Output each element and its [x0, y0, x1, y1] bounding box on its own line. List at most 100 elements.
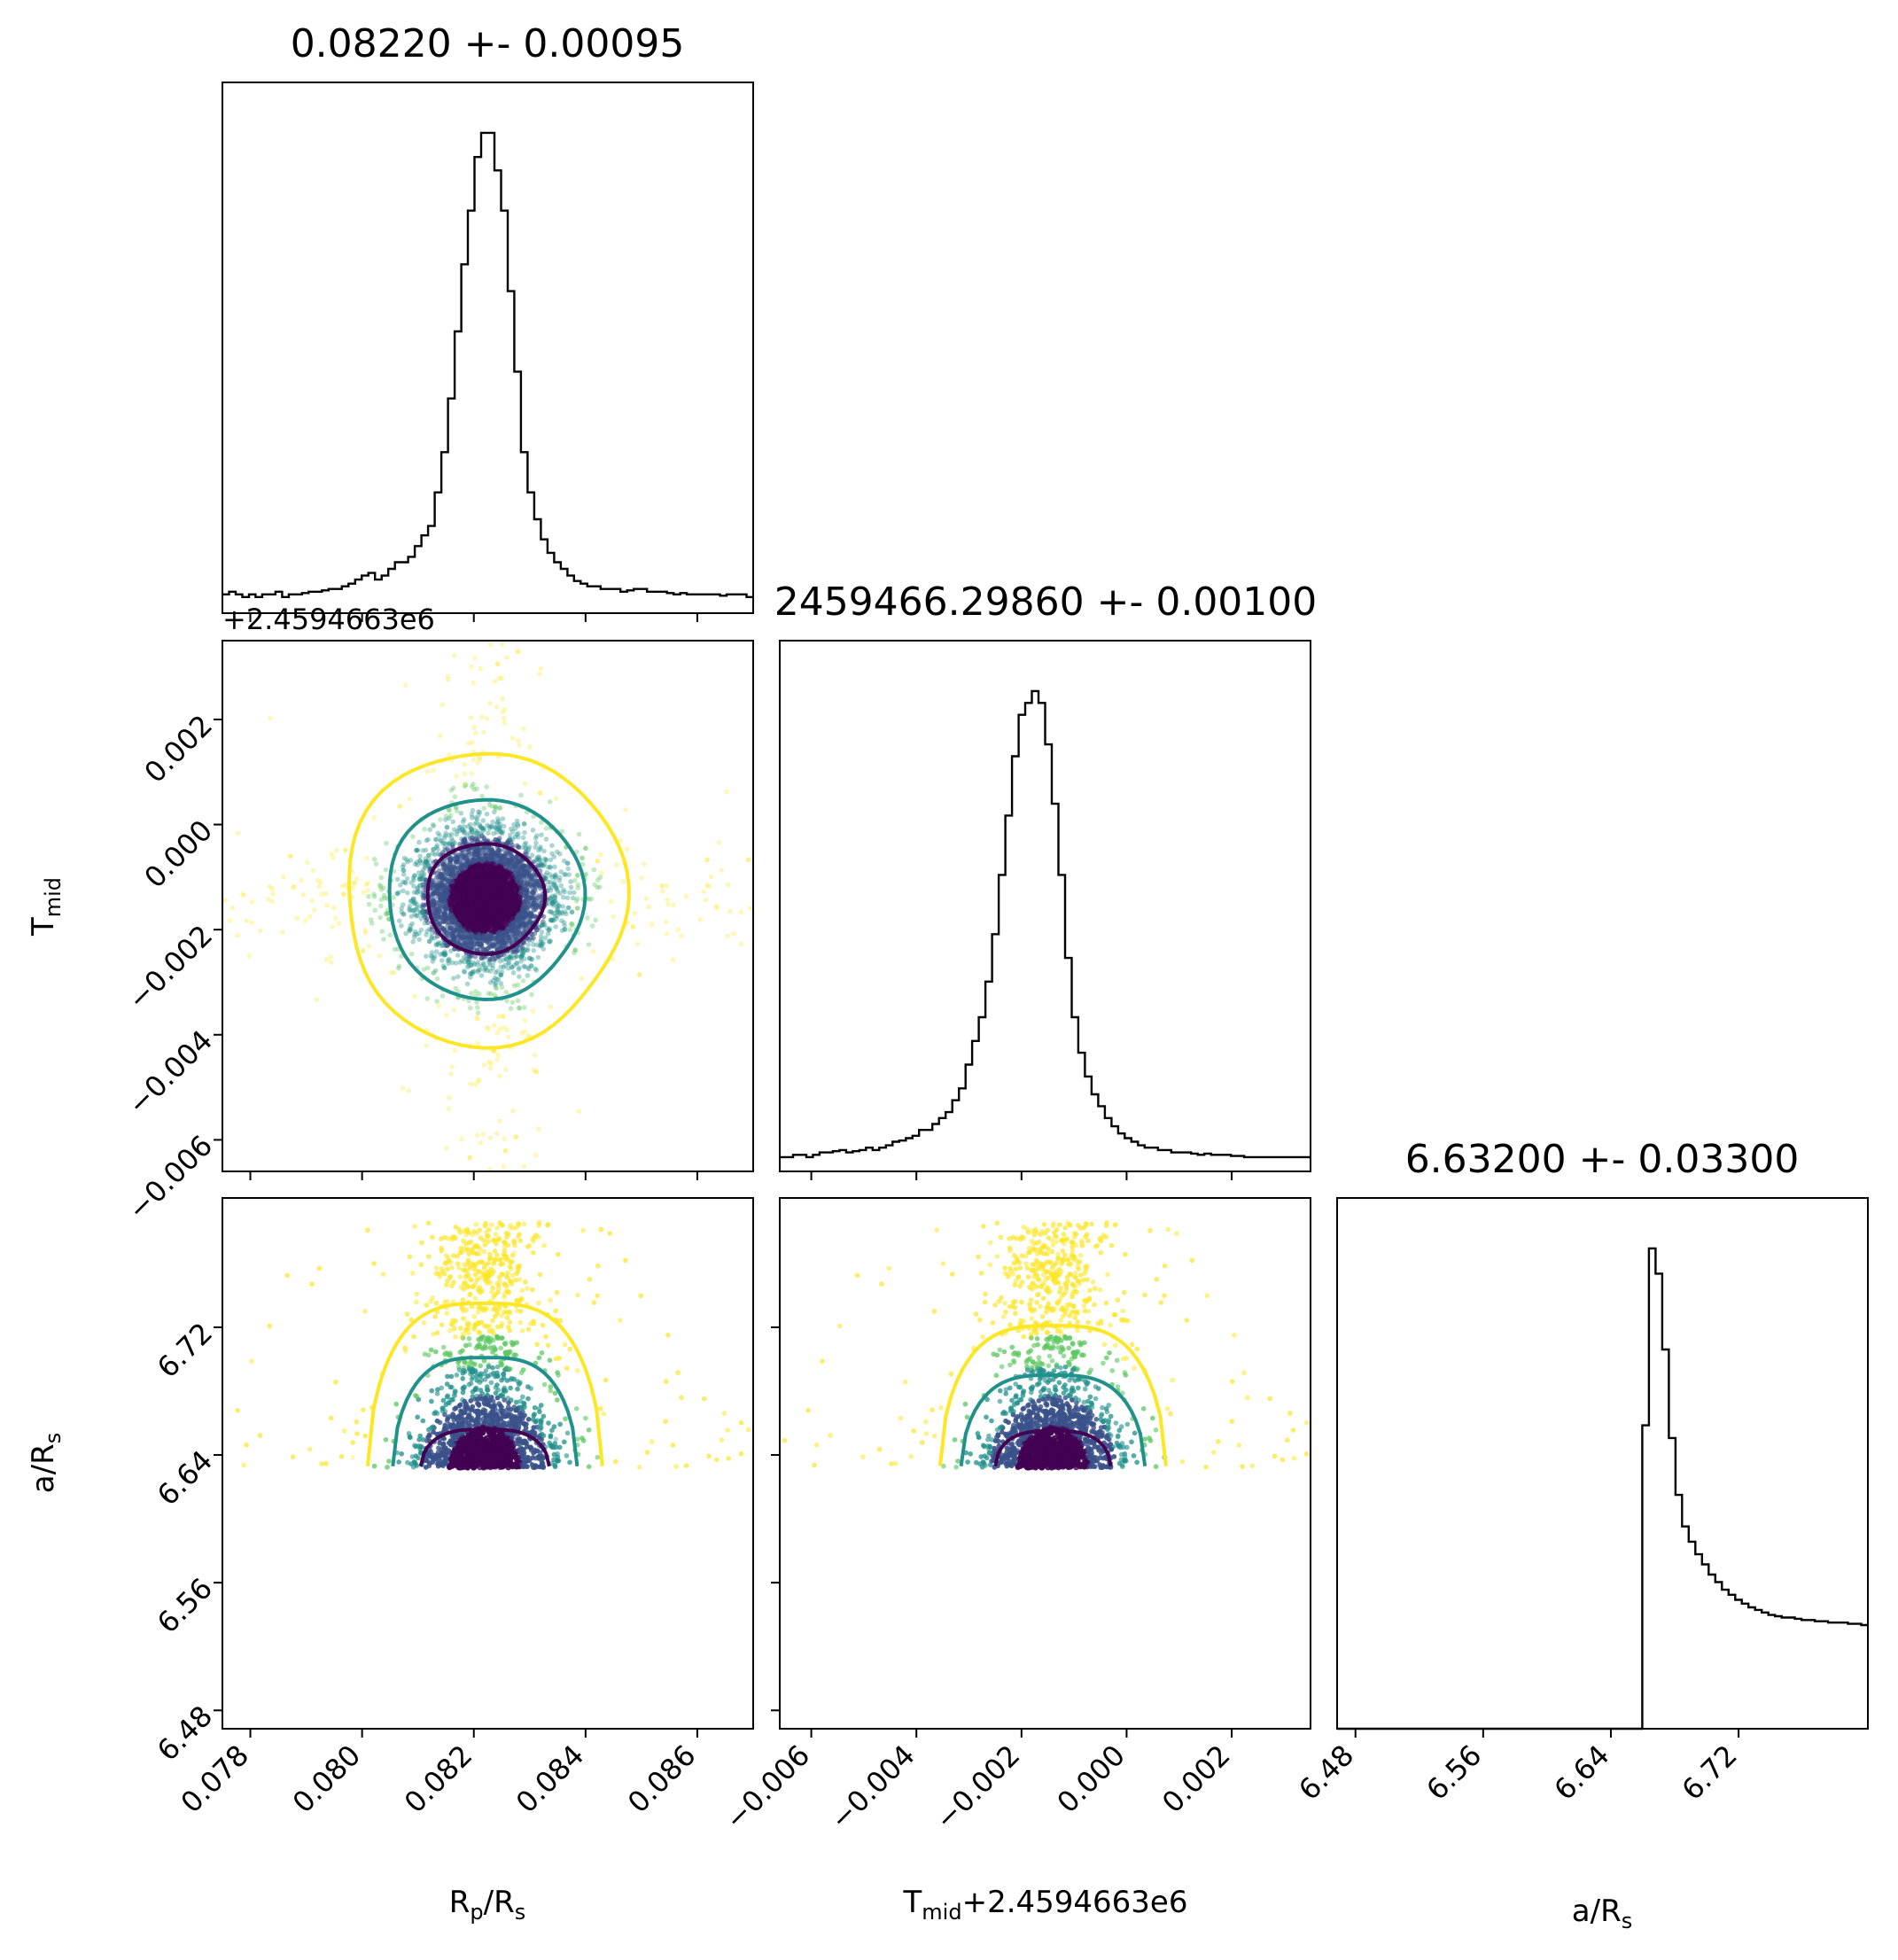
- scatter-point: [595, 884, 600, 891]
- scatter-point: [435, 942, 441, 947]
- scatter-point: [333, 915, 338, 922]
- hist-line-rp: [222, 131, 753, 598]
- scatter-point: [448, 864, 455, 870]
- scatter-point: [519, 844, 525, 851]
- scatter-point: [468, 971, 473, 976]
- scatter-point: [475, 1016, 481, 1022]
- scatter-point: [418, 927, 424, 933]
- scatter-point: [517, 743, 522, 748]
- scatter-point: [499, 675, 504, 681]
- scatter-point: [559, 928, 565, 933]
- scatter-point: [725, 933, 730, 939]
- scatter-point: [462, 761, 468, 767]
- scatter-point: [415, 905, 420, 910]
- scatter-point: [487, 1066, 494, 1071]
- scatter-point: [398, 883, 403, 888]
- scatter-point: [400, 1085, 406, 1091]
- scatter-point: [401, 872, 407, 877]
- scatter-point: [528, 914, 534, 919]
- scatter-point: [593, 917, 598, 923]
- scatter-point: [466, 898, 473, 905]
- scatter-point: [564, 911, 569, 917]
- scatter-point: [503, 989, 510, 995]
- scatter-point: [470, 968, 476, 975]
- scatter-point: [416, 937, 423, 943]
- scatter-point: [536, 1126, 541, 1132]
- scatter-point: [530, 890, 535, 895]
- scatter-point: [507, 955, 512, 961]
- scatter-point: [546, 884, 552, 891]
- scatter-point: [471, 968, 478, 975]
- scatter-point: [417, 909, 423, 914]
- scatter-point: [487, 957, 493, 962]
- scatter-point: [576, 831, 582, 837]
- scatter-point: [470, 970, 475, 976]
- scatter-point: [268, 715, 273, 721]
- scatter-point: [531, 1067, 536, 1073]
- scatter-point: [486, 962, 493, 968]
- scatter-point: [565, 905, 572, 911]
- scatter-point: [671, 902, 676, 907]
- scatter-point: [460, 928, 466, 934]
- scatter-point: [573, 898, 580, 904]
- scatter-point: [415, 847, 420, 853]
- scatter-point: [546, 901, 552, 906]
- scatter-point: [422, 921, 428, 926]
- scatter-point: [561, 894, 566, 900]
- scatter-point: [466, 963, 471, 968]
- scatter-point: [294, 915, 300, 921]
- scatter-point: [408, 898, 414, 904]
- scatter-point: [429, 954, 435, 961]
- scatter-point: [537, 943, 542, 949]
- scatter-point: [505, 862, 510, 868]
- scatter-point: [484, 860, 490, 867]
- scatter-point: [521, 1005, 527, 1010]
- scatter-point: [439, 943, 446, 948]
- scatter-point: [496, 826, 502, 831]
- scatter-point: [509, 853, 515, 859]
- scatter-point: [510, 1108, 516, 1114]
- scatter-point: [423, 859, 429, 865]
- scatter-point: [416, 883, 423, 889]
- scatter-point: [412, 912, 418, 917]
- scatter-point: [553, 885, 559, 891]
- scatter-point: [454, 774, 459, 779]
- scatter-point: [404, 857, 409, 862]
- scatter-point: [580, 861, 586, 867]
- scatter-point: [371, 856, 377, 862]
- scatter-point: [533, 968, 540, 973]
- scatter-point: [586, 942, 592, 947]
- scatter-point: [531, 935, 536, 941]
- scatter-point: [543, 836, 549, 842]
- scatter-point: [558, 869, 564, 875]
- scatter-point: [435, 846, 440, 852]
- scatter-point: [257, 928, 263, 933]
- scatter-point: [483, 852, 489, 858]
- scatter-point: [555, 906, 561, 912]
- scatter-point: [456, 828, 463, 834]
- scatter-point: [490, 977, 496, 984]
- scatter-point: [708, 874, 714, 880]
- scatter-point: [618, 837, 623, 844]
- scatter-point: [474, 947, 480, 953]
- scatter-point: [454, 808, 460, 813]
- scatter-point: [727, 908, 733, 914]
- scatter-point: [330, 924, 336, 929]
- scatter-point: [502, 706, 508, 712]
- scatter-point: [443, 813, 449, 819]
- scatter-point: [491, 1048, 497, 1054]
- scatter-point: [300, 891, 306, 898]
- scatter-point: [319, 891, 325, 897]
- scatter-point: [394, 891, 401, 897]
- scatter-point: [429, 950, 435, 955]
- scatter-point: [518, 959, 524, 964]
- scatter-point: [446, 841, 452, 846]
- scatter-point: [505, 841, 510, 846]
- scatter-point: [430, 959, 436, 964]
- scatter-point: [412, 929, 418, 935]
- scatter-point: [502, 1136, 507, 1141]
- scatter-point: [478, 824, 483, 829]
- scatter-point: [328, 960, 334, 965]
- scatter-point: [551, 880, 557, 885]
- scatter-point: [554, 904, 560, 910]
